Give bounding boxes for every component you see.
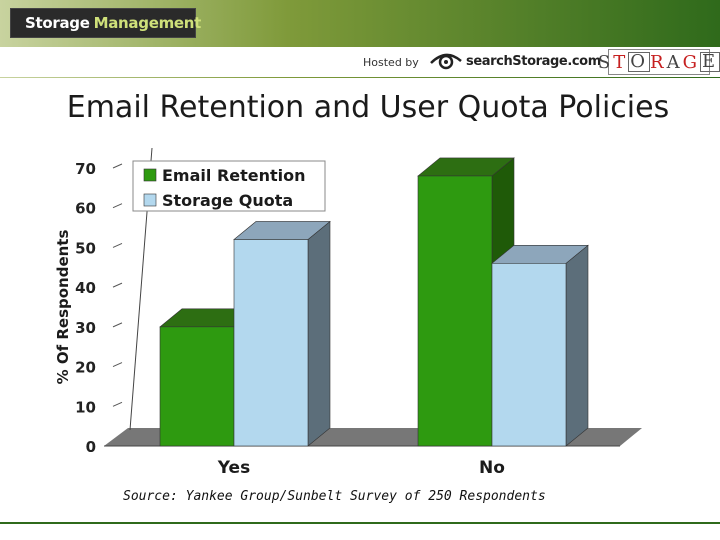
hosted-by-label: Hosted by: [363, 56, 419, 69]
footer-divider: [0, 522, 720, 524]
bar-side: [565, 244, 589, 447]
bar-front: [417, 175, 493, 447]
source-note: Source: Yankee Group/Sunbelt Survey of 2…: [123, 489, 546, 504]
y-gridline-tick: [112, 282, 123, 288]
legend-swatch: [143, 193, 157, 207]
x-axis-tick-labels: Yes No: [217, 458, 505, 478]
storage-management-logo[interactable]: Storage Management: [10, 8, 201, 38]
header-banner: Storage Management Hosted by searchStorag…: [0, 0, 720, 78]
eye-icon: [430, 53, 462, 70]
y-gridline-tick: [112, 242, 123, 248]
y-tick-label: 30: [75, 319, 96, 337]
x-tick-label: No: [479, 458, 505, 478]
y-gridline-tick: [112, 203, 123, 209]
y-tick-label: 20: [75, 359, 96, 377]
chart-gridlines: [112, 163, 123, 447]
brand-accent: Management: [93, 14, 202, 32]
y-tick-label: 10: [75, 398, 96, 416]
bar-front: [491, 263, 567, 447]
legend-label: Storage Quota: [162, 191, 293, 210]
legend-box: [132, 160, 326, 212]
legend-swatch: [143, 168, 157, 182]
y-gridline-tick: [112, 322, 123, 328]
bar-front: [159, 326, 235, 447]
y-axis-label: % Of Respondents: [54, 230, 72, 385]
search-storage-logo[interactable]: searchStorage.com: [466, 54, 601, 69]
bar-storage-quota-yes: [233, 220, 331, 447]
x-tick-label: Yes: [217, 458, 250, 478]
bar-front: [233, 239, 309, 447]
y-gridline-tick: [112, 401, 123, 407]
legend-label: Email Retention: [162, 166, 306, 185]
y-axis-ticks: 0 10 20 30 40 50 60 70: [75, 160, 96, 456]
y-tick-label: 40: [75, 279, 96, 297]
slide-title: Email Retention and User Quota Policies: [66, 90, 670, 125]
y-gridline-tick: [112, 163, 123, 169]
y-tick-label: 70: [75, 160, 96, 178]
y-gridline-tick: [112, 362, 123, 368]
y-tick-label: 50: [75, 239, 96, 257]
bar-chart: 0 10 20 30 40 50 60 70 Yes No % Of Respondents E…: [54, 147, 642, 478]
brand-main: Storage: [25, 14, 90, 32]
bar-side: [307, 220, 331, 447]
chart-legend: Email Retention Storage Quota: [132, 160, 326, 212]
chart-bars: [159, 157, 589, 447]
y-tick-label: 0: [86, 438, 96, 456]
y-tick-label: 60: [75, 200, 96, 218]
bar-storage-quota-no: [491, 244, 589, 447]
